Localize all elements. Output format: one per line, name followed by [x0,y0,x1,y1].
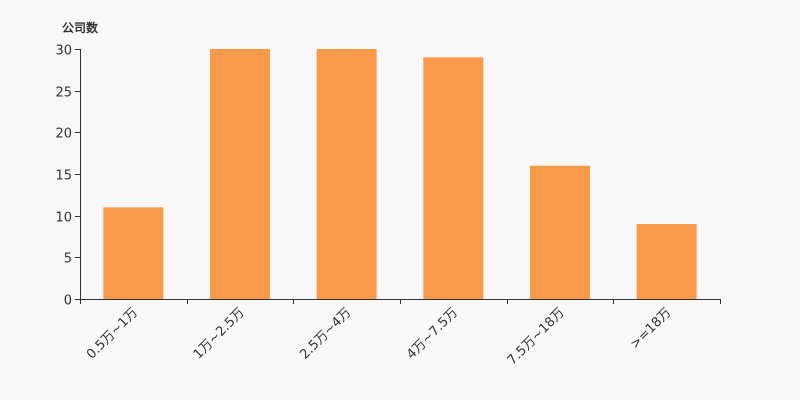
bar[interactable] [423,57,484,300]
x-tick-label: 2.5万~4万 [297,305,354,362]
y-tick-label: 0 [64,294,72,309]
x-tick-label: 1万~2.5万 [191,305,248,362]
bar[interactable] [103,207,164,299]
y-tick-label: 30 [55,44,72,59]
y-tick-label: 20 [55,127,72,142]
x-tick-label: 4万~7.5万 [404,305,461,362]
y-axis-label: 公司数 [62,20,99,35]
y-tick-label: 25 [55,86,72,101]
x-tick-label: 0.5万~1万 [84,305,141,362]
x-tick-label: 7.5万~18万 [505,305,568,368]
bar[interactable] [316,49,377,299]
y-tick-label: 5 [64,252,72,267]
bar[interactable] [210,49,270,299]
bar[interactable] [530,165,590,299]
y-tick-label: 10 [55,211,72,226]
bar[interactable] [636,224,697,299]
x-tick-label: >=18万 [628,305,675,352]
y-tick-label: 15 [55,169,72,184]
